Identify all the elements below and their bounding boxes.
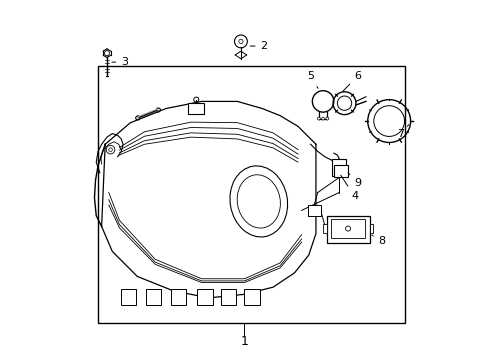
Text: 7: 7 [397,125,408,139]
Text: 9: 9 [347,173,361,188]
Bar [170,289,186,305]
Bar [121,289,136,305]
Text: 4: 4 [340,175,357,201]
Bar [145,289,161,305]
Bar [220,289,236,305]
Bar [98,66,405,323]
Text: 2: 2 [250,41,267,51]
Bar [331,158,346,176]
Bar [369,224,372,233]
Text: 3: 3 [112,57,128,67]
Bar [323,224,326,233]
Circle shape [317,117,320,120]
Text: 1: 1 [240,335,248,348]
Circle shape [321,117,324,120]
Bar [333,165,347,177]
Bar [197,289,213,305]
Circle shape [325,117,328,120]
Text: 5: 5 [306,71,317,88]
Bar [326,216,369,243]
Bar [188,103,203,114]
Bar [307,205,320,216]
Text: 8: 8 [371,235,385,247]
Bar [244,289,259,305]
Text: 6: 6 [342,71,361,91]
Bar [330,219,365,238]
